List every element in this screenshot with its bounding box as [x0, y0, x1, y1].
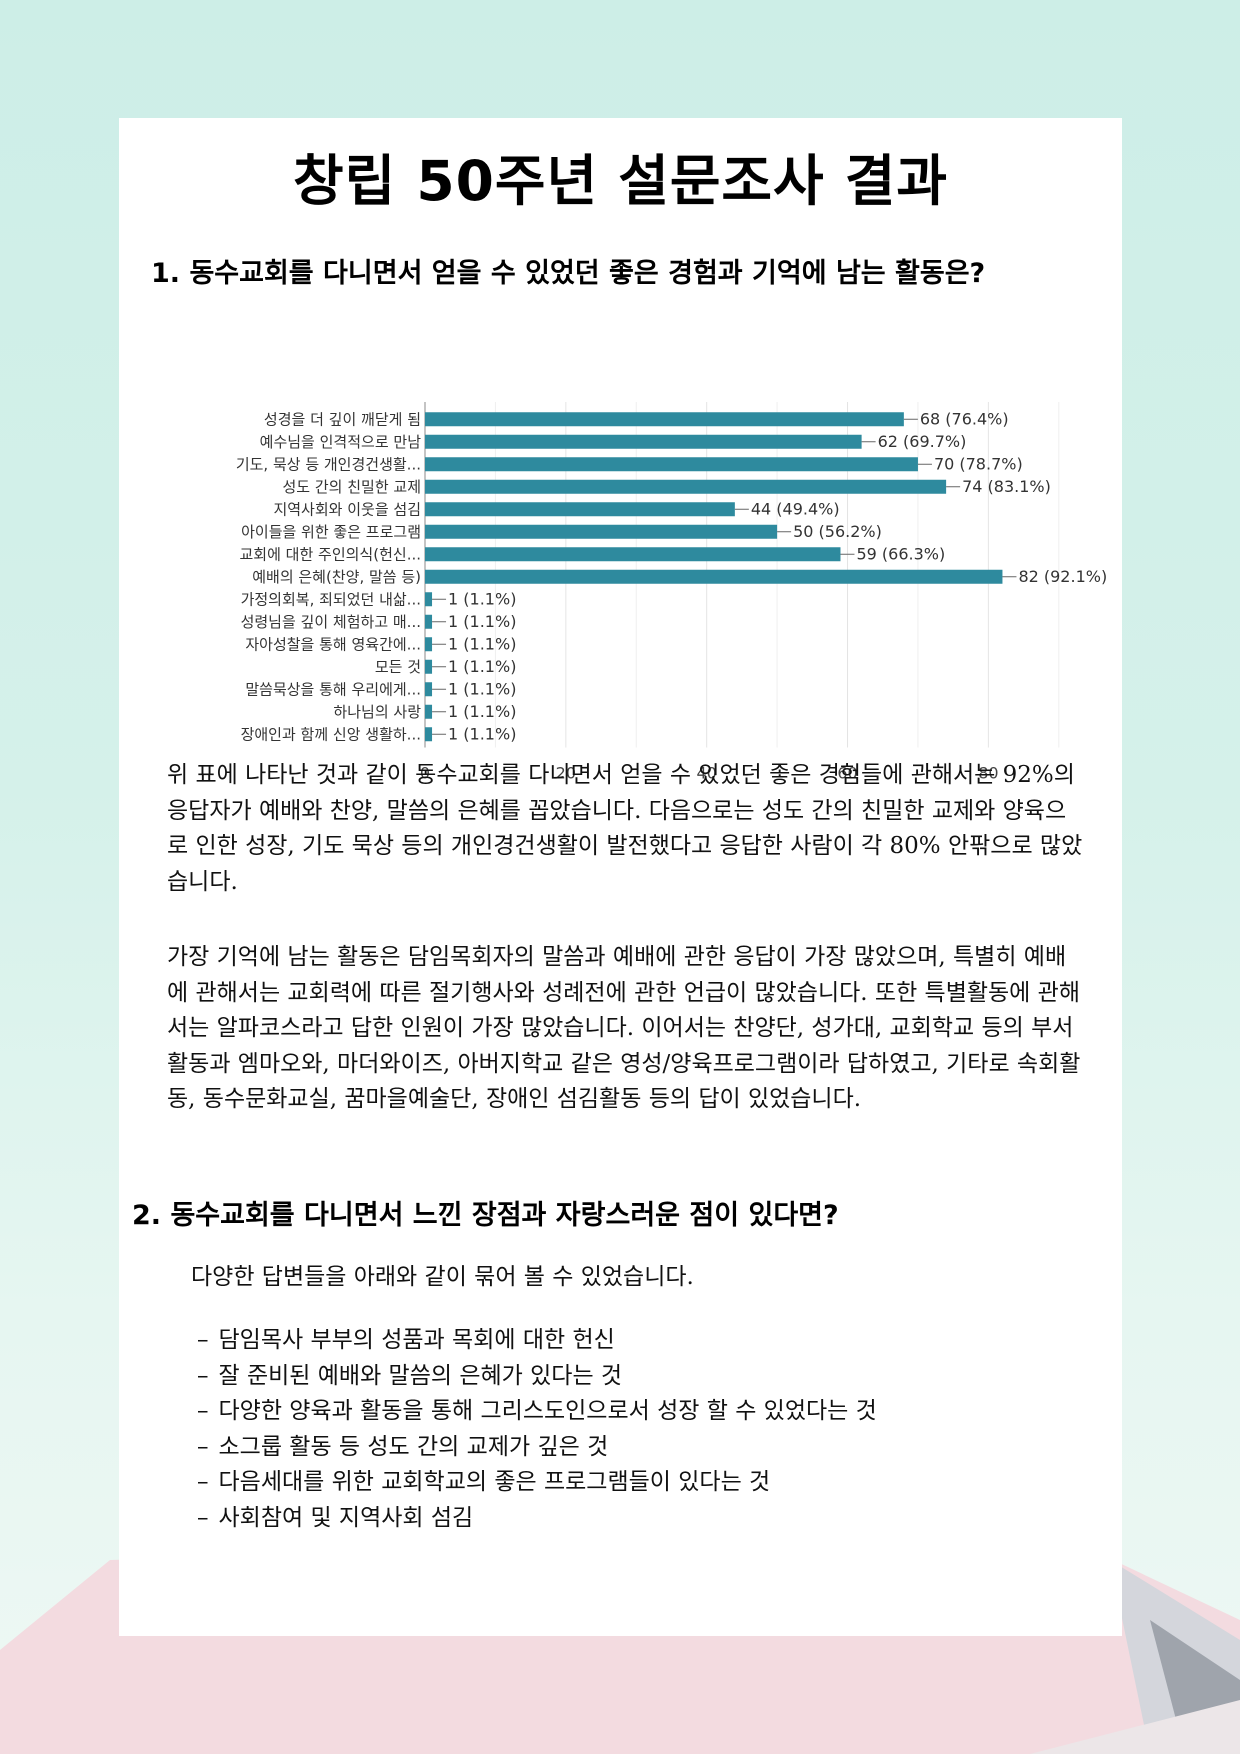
category-label: 지역사회와 이웃을 섬김: [273, 500, 421, 518]
data-label: 70 (78.7%): [934, 454, 1023, 473]
dash-marker: –: [197, 1398, 209, 1424]
category-label: 장애인과 함께 신앙 생활하...: [241, 725, 421, 743]
bar: [425, 479, 947, 494]
category-label: 모든 것: [375, 658, 421, 676]
answer-text: 잘 준비된 예배와 말씀의 은혜가 있다는 것: [218, 1362, 623, 1389]
question-1-heading: 1. 동수교회를 다니면서 얻을 수 있었던 좋은 경험과 기억에 남는 활동은…: [151, 258, 986, 289]
answer-text: 담임목사 부부의 성품과 목회에 대한 헌신: [218, 1327, 615, 1353]
bar: [425, 592, 433, 607]
category-label: 말씀묵상을 통해 우리에게...: [245, 680, 421, 698]
category-label: 교회에 대한 주인의식(헌신...: [240, 545, 422, 563]
bar: [425, 502, 735, 517]
dash-marker: –: [197, 1362, 209, 1389]
bar: [425, 682, 433, 697]
data-label: 50 (56.2%): [793, 522, 882, 541]
data-label: 1 (1.1%): [448, 702, 516, 721]
survey-bar-chart: 0 20 40 60 80 성경을 더 깊이 깨닫게 됨 68 (76.4%) 예수님을 인격…: [119, 318, 1122, 858]
question-2-heading: 2. 동수교회를 다니면서 느낀 장점과 자랑스러운 점이 있다면?: [132, 1200, 839, 1231]
category-label: 성경을 더 깊이 깨닫게 됨: [264, 410, 421, 428]
data-label: 59 (66.3%): [856, 544, 945, 563]
bar: [425, 547, 841, 562]
category-label: 예배의 은혜(찬양, 말씀 등): [252, 568, 421, 586]
data-label: 44 (49.4%): [751, 499, 840, 518]
dash-marker: –: [197, 1504, 209, 1531]
bar: [425, 434, 862, 449]
bar: [425, 569, 1003, 584]
data-label: 1 (1.1%): [448, 589, 516, 608]
answers-intro: 다양한 답변들을 아래와 같이 묶어 볼 수 있었습니다.: [191, 1264, 694, 1290]
answer-text: 다양한 양육과 활동을 통해 그리스도인으로서 성장 할 수 있었다는 것: [218, 1398, 877, 1424]
answer-list-item: – 사회참여 및 지역사회 섬김: [197, 1501, 877, 1537]
category-label: 가정의회복, 죄되었던 내삶...: [241, 590, 421, 608]
x-tick-label: 80: [978, 764, 998, 783]
answer-list-item: – 담임목사 부부의 성품과 목회에 대한 헌신: [197, 1323, 877, 1359]
category-label: 성령님을 깊이 체험하고 매...: [241, 613, 421, 631]
answer-list-item: – 다음세대를 위한 교회학교의 좋은 프로그램들이 있다는 것: [197, 1465, 877, 1501]
data-label: 82 (92.1%): [1018, 567, 1107, 586]
summary-paragraph-1: 위 표에 나타난 것과 같이 동수교회를 다니면서 얻을 수 있었던 좋은 경험…: [167, 762, 1083, 895]
x-tick-label: 60: [837, 764, 857, 783]
data-label: 1 (1.1%): [448, 679, 516, 698]
x-tick-label: 40: [697, 764, 717, 783]
answer-list-item: – 소그룹 활동 등 성도 간의 교제가 깊은 것: [197, 1430, 877, 1466]
bar: [425, 637, 433, 652]
data-label: 74 (83.1%): [962, 477, 1051, 496]
data-label: 1 (1.1%): [448, 657, 516, 676]
category-label: 아이들을 위한 좋은 프로그램: [241, 523, 421, 541]
survey-report-sheet: 창립 50주년 설문조사 결과 1. 동수교회를 다니면서 얻을 수 있었던 좋…: [119, 118, 1122, 1636]
page-title: 창립 50주년 설문조사 결과: [293, 149, 948, 213]
answer-text: 다음세대를 위한 교회학교의 좋은 프로그램들이 있다는 것: [218, 1469, 771, 1495]
category-label: 하나님의 사랑: [333, 703, 421, 721]
answer-text: 사회참여 및 지역사회 섬김: [218, 1504, 474, 1531]
bar: [425, 614, 433, 629]
bar: [425, 412, 904, 427]
bar: [425, 659, 433, 674]
dash-marker: –: [197, 1327, 209, 1353]
dash-marker: –: [197, 1469, 209, 1495]
bar: [425, 727, 433, 742]
category-label: 성도 간의 친밀한 교제: [282, 478, 421, 496]
bar: [425, 704, 433, 719]
answers-list: – 담임목사 부부의 성품과 목회에 대한 헌신 – 잘 준비된 예배와 말씀의 은혜…: [197, 1323, 877, 1536]
data-label: 1 (1.1%): [448, 724, 516, 743]
bar-chart-svg: 0 20 40 60 80 성경을 더 깊이 깨닫게 됨 68 (76.4%) 예수님을 인격…: [236, 402, 1107, 783]
category-label: 예수님을 인격적으로 만남: [260, 433, 422, 451]
dash-marker: –: [197, 1433, 209, 1460]
data-label: 62 (69.7%): [878, 432, 967, 451]
category-label: 기도, 묵상 등 개인경건생활...: [236, 455, 421, 473]
summary-paragraph-2: 가장 기억에 남는 활동은 담임목회자의 말씀과 예배에 관한 응답이 가장 많…: [167, 944, 1081, 1112]
data-label: 1 (1.1%): [448, 612, 516, 631]
answer-list-item: – 다양한 양육과 활동을 통해 그리스도인으로서 성장 할 수 있었다는 것: [197, 1394, 877, 1430]
x-tick-label: 20: [556, 764, 576, 783]
bar: [425, 524, 778, 539]
bar: [425, 457, 918, 472]
category-label: 자아성찰을 통해 영육간에...: [245, 635, 421, 653]
answer-text: 소그룹 활동 등 성도 간의 교제가 깊은 것: [218, 1433, 609, 1460]
data-label: 68 (76.4%): [920, 409, 1009, 428]
x-tick-label: 0: [420, 764, 430, 783]
data-label: 1 (1.1%): [448, 634, 516, 653]
answer-list-item: – 잘 준비된 예배와 말씀의 은혜가 있다는 것: [197, 1359, 877, 1395]
